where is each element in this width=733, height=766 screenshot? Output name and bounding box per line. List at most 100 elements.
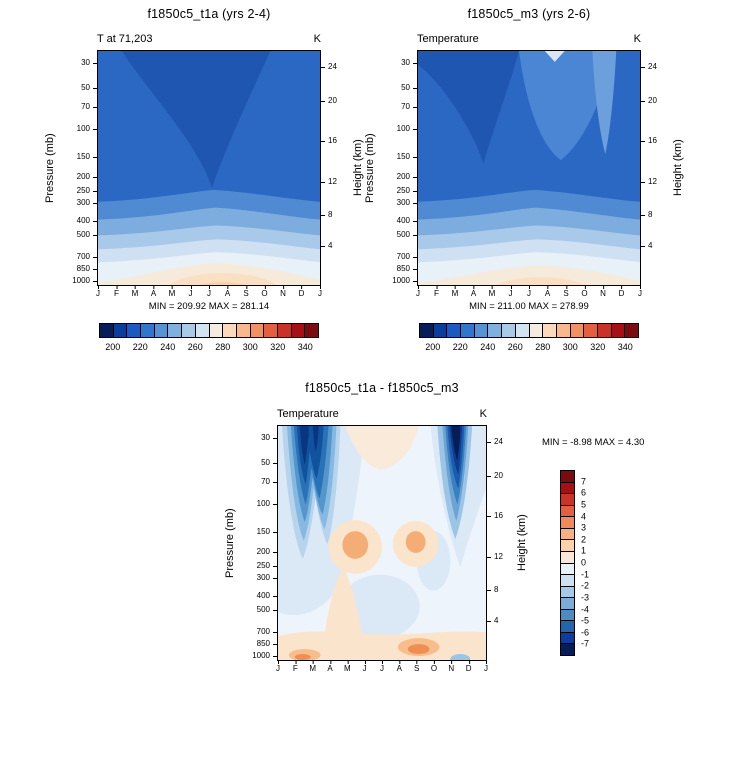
pressure-tick-label: 100 — [396, 124, 419, 134]
pressure-tick-label: 300 — [76, 198, 99, 208]
colorbar-box — [624, 324, 638, 337]
pressure-tick-label: 150 — [76, 152, 99, 162]
pressure-tick-label: 1000 — [252, 651, 278, 661]
colorbar-boxes — [99, 323, 319, 338]
pressure-tick-label: 850 — [256, 639, 279, 649]
pressure-tick-label: 300 — [256, 573, 279, 583]
pressure-tick-label: 200 — [76, 172, 99, 182]
month-tick-label: N — [600, 285, 606, 298]
colorbar-tick-label: 340 — [297, 342, 313, 352]
colorbar-box — [487, 324, 502, 337]
colorbar-box — [561, 608, 574, 621]
colorbar-boxes — [560, 470, 575, 656]
month-tick-label: J — [638, 285, 642, 298]
height-tick-label: 16 — [320, 135, 337, 145]
colorbar-boxes — [419, 323, 639, 338]
colorbar-tick-label: 340 — [617, 342, 633, 352]
height-tick-label: 16 — [486, 510, 503, 520]
pressure-tick-label: 70 — [401, 101, 418, 111]
height-axis-label: Height (km) — [352, 139, 364, 197]
month-tick-label: O — [430, 660, 438, 673]
pressure-tick-label: 850 — [396, 264, 419, 274]
colorbar-box — [126, 324, 141, 337]
pressure-tick-label: 500 — [76, 230, 99, 240]
colorbar-tick-label: -4 — [581, 604, 590, 614]
height-axis-label: Height (km) — [672, 139, 684, 197]
pressure-tick-label: 100 — [76, 124, 99, 134]
colorbar-tick-label: 5 — [581, 499, 587, 510]
colorbar-box — [583, 324, 597, 337]
month-tick-label: M — [488, 285, 496, 298]
height-tick-label: 20 — [320, 95, 337, 105]
colorbar-tick-label: -5 — [581, 615, 590, 626]
contour-field-t1a — [98, 51, 320, 285]
pressure-tick-label: 500 — [256, 605, 279, 615]
contour-plot-m3: 30 50 70 100 150 200 250 300 400 500 700 850 1000 24… — [392, 50, 657, 298]
colorbar-box — [561, 504, 574, 517]
height-tick-label: 24 — [320, 61, 337, 71]
pressure-tick-label: 300 — [396, 198, 419, 208]
colorbar-tick-label: 220 — [452, 342, 468, 352]
pressure-tick-label: 700 — [76, 251, 99, 261]
month-tick-label: F — [114, 285, 119, 298]
colorbar-tick-label: -7 — [581, 638, 590, 649]
colorbar-box — [569, 324, 584, 337]
colorbar-tick-label: 3 — [581, 522, 587, 533]
height-tick-label: 16 — [640, 135, 657, 145]
colorbar-tick-label: 280 — [215, 342, 231, 352]
pressure-tick-label: 100 — [256, 499, 279, 509]
colorbar-box — [561, 471, 574, 482]
month-tick-label: J — [276, 660, 280, 673]
colorbar-box — [561, 585, 574, 598]
pressure-axis-label: Pressure (mb) — [44, 133, 56, 203]
colorbar-box — [596, 324, 611, 337]
height-tick-label: 12 — [640, 177, 657, 187]
month-tick-label: O — [261, 285, 268, 298]
month-tick-label: A — [327, 660, 333, 673]
height-tick-label: 4 — [639, 241, 653, 251]
colorbar-difference: 7 6 5 4 3 2 1 0 -1 -2 -3 -4 -5 -6 -7 — [560, 470, 589, 656]
colorbar-box — [561, 597, 574, 609]
colorbar-tick-label: 280 — [535, 342, 551, 352]
colorbar-box — [561, 481, 574, 494]
colorbar-box — [194, 324, 209, 337]
colorbar-box — [167, 324, 182, 337]
colorbar-absolute-m3: 200 220 240 260 280 300 320 340 — [419, 323, 639, 352]
panel-title: f1850c5_m3 (yrs 2-6) — [467, 7, 591, 21]
month-tick-label: J — [416, 285, 420, 298]
colorbar-tick-label: 240 — [160, 342, 176, 352]
units-label: K — [479, 408, 487, 420]
colorbar-box — [561, 631, 574, 644]
colorbar-box — [542, 324, 556, 337]
height-tick-label: 12 — [320, 177, 337, 187]
month-tick-label: O — [581, 285, 588, 298]
contour-field-diff — [278, 426, 486, 660]
height-tick-label: 8 — [319, 210, 333, 220]
colorbar-box — [100, 324, 113, 337]
colorbar-box — [610, 324, 625, 337]
colorbar-box — [561, 493, 574, 505]
month-tick-label: S — [414, 660, 420, 673]
colorbar-box — [235, 324, 250, 337]
colorbar-tick-label: 320 — [270, 342, 286, 352]
min-max-stats: MIN = 211.00 MAX = 278.99 — [469, 301, 589, 312]
colorbar-box — [561, 527, 574, 540]
units-label: K — [633, 33, 641, 45]
colorbar-tick-label: 220 — [132, 342, 148, 352]
min-max-stats: MIN = -8.98 MAX = 4.30 — [542, 437, 645, 448]
month-tick-label: J — [527, 285, 531, 298]
colorbar-tick-label: 2 — [581, 534, 587, 545]
colorbar-tick-label: 4 — [581, 511, 587, 521]
pressure-tick-label: 150 — [396, 152, 419, 162]
colorbar-tick-label: 300 — [562, 342, 578, 352]
colorbar-tick-label: -3 — [581, 592, 590, 603]
month-tick-label: J — [318, 285, 322, 298]
colorbar-tick-label: 320 — [590, 342, 606, 352]
colorbar-box — [249, 324, 264, 337]
colorbar-tick-label: 260 — [187, 342, 203, 352]
colorbar-box — [112, 324, 127, 337]
colorbar-box — [140, 324, 154, 337]
colorbar-box — [420, 324, 433, 337]
colorbar-box — [561, 516, 574, 528]
month-tick-label: A — [470, 285, 477, 298]
